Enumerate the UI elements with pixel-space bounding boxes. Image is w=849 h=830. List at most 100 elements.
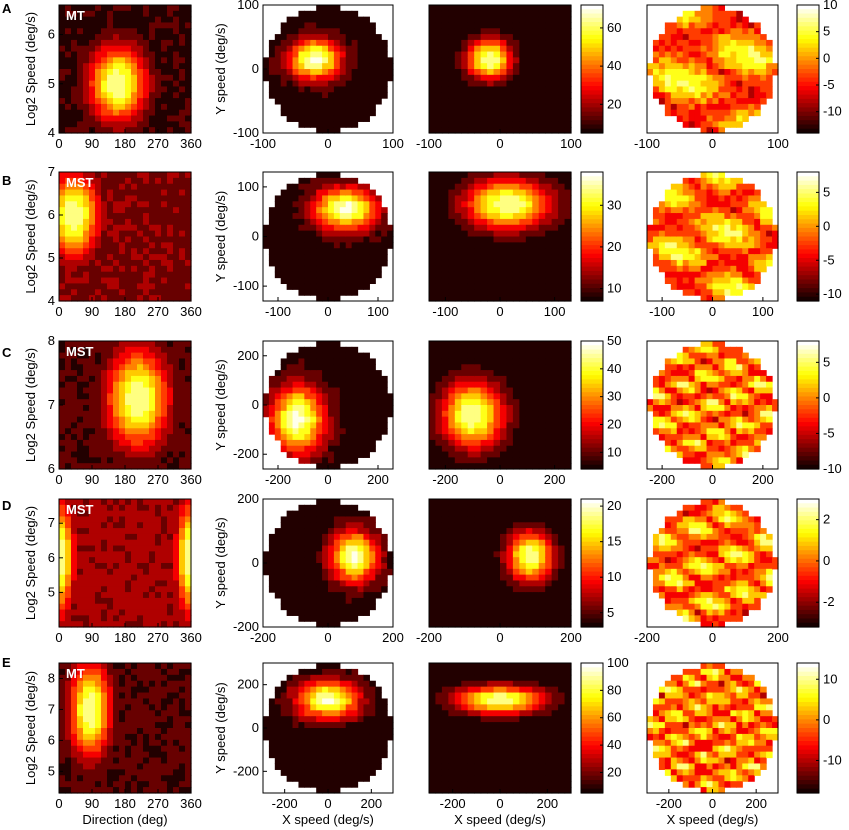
heat-cell	[95, 451, 102, 458]
heat-cell	[333, 405, 341, 412]
heat-cell	[480, 74, 488, 82]
heat-cell	[59, 259, 66, 267]
heat-cell	[694, 115, 702, 122]
heat-cell	[429, 230, 437, 238]
heat-cell	[322, 127, 329, 134]
heat-cell	[512, 445, 520, 453]
heat-cell	[333, 183, 341, 191]
heat-cell	[77, 189, 84, 197]
heat-cell	[345, 86, 353, 93]
heat-cell	[77, 218, 84, 226]
heat-cell	[532, 236, 540, 243]
heat-cell	[724, 86, 731, 93]
heat-cell	[493, 259, 501, 267]
heat-cell	[652, 45, 660, 53]
heat-cell	[500, 189, 508, 197]
heat-cell	[280, 201, 288, 208]
heat-cell	[298, 445, 305, 453]
heat-cell	[493, 103, 501, 111]
heat-cell	[107, 283, 114, 290]
heat-cell	[167, 92, 174, 99]
heat-cell	[149, 457, 156, 464]
heat-cell	[519, 127, 527, 134]
y-tick-label: 6	[48, 27, 55, 42]
heat-cell	[500, 434, 508, 441]
heat-cell	[564, 207, 572, 214]
heat-cell	[173, 22, 180, 29]
heat-cell	[493, 410, 501, 418]
heat-cell	[280, 80, 288, 88]
heat-cell	[328, 410, 335, 418]
heat-cell	[137, 80, 144, 88]
heat-cell	[369, 445, 376, 453]
heat-cell	[131, 445, 138, 453]
heat-cell	[161, 92, 168, 99]
heat-cell	[155, 416, 162, 424]
heat-cell	[149, 242, 156, 249]
heat-cell	[474, 375, 482, 383]
heat-cell	[551, 265, 559, 273]
heat-cell	[125, 399, 132, 406]
heat-cell	[754, 69, 761, 76]
heat-cell	[480, 271, 488, 279]
heat-cell	[339, 399, 347, 406]
heat-cell	[143, 393, 150, 400]
heat-cell	[493, 283, 501, 290]
heat-cell	[712, 195, 720, 202]
heat-cell	[558, 283, 566, 290]
heat-cell	[363, 74, 370, 82]
heat-cell	[461, 254, 469, 261]
heat-cell	[467, 352, 475, 360]
heat-cell	[65, 177, 72, 185]
heat-cell	[137, 399, 144, 406]
heat-cell	[71, 236, 78, 243]
heat-cell	[173, 387, 180, 394]
heat-cell	[71, 375, 78, 383]
heat-cell	[357, 439, 365, 447]
heat-cell	[298, 16, 305, 24]
heat-cell	[83, 236, 90, 243]
heat-cell	[525, 63, 533, 70]
heat-cell	[435, 10, 443, 18]
heat-cell	[694, 195, 702, 202]
heat-cell	[339, 271, 347, 279]
heat-cell	[718, 183, 726, 191]
heat-cell	[173, 416, 180, 424]
heat-cell	[286, 195, 294, 202]
heat-cell	[304, 39, 311, 47]
heat-cell	[167, 5, 174, 12]
heat-cell	[339, 51, 347, 58]
heat-cell	[119, 183, 126, 191]
heat-cell	[525, 271, 533, 279]
heat-cell	[322, 434, 329, 441]
heat-cell	[333, 259, 341, 267]
heat-cell	[461, 92, 469, 99]
heat-cell	[712, 183, 720, 191]
heat-cell	[658, 201, 666, 208]
heat-cell	[107, 242, 114, 249]
heat-cell	[95, 457, 102, 464]
colorbar-swatch	[581, 197, 603, 203]
heat-cell	[480, 289, 488, 296]
heat-cell	[107, 213, 114, 220]
heat-cell	[351, 218, 359, 226]
heat-cell	[487, 22, 495, 29]
heat-cell	[339, 195, 347, 202]
heat-cell	[137, 45, 144, 53]
heat-cell	[173, 189, 180, 197]
heat-cell	[551, 341, 559, 348]
heat-cell	[551, 439, 559, 447]
heat-cell	[339, 16, 347, 24]
heat-cell	[467, 428, 475, 435]
heat-cell	[113, 5, 120, 12]
heat-cell	[742, 271, 749, 279]
heat-cell	[71, 254, 78, 261]
heat-cell	[564, 69, 572, 76]
heat-cell	[101, 381, 108, 389]
heat-cell	[532, 289, 540, 296]
heat-cell	[664, 109, 672, 117]
heat-cell	[519, 69, 527, 76]
heat-cell	[65, 283, 72, 290]
heat-cell	[185, 370, 192, 377]
heat-cell	[506, 370, 514, 377]
